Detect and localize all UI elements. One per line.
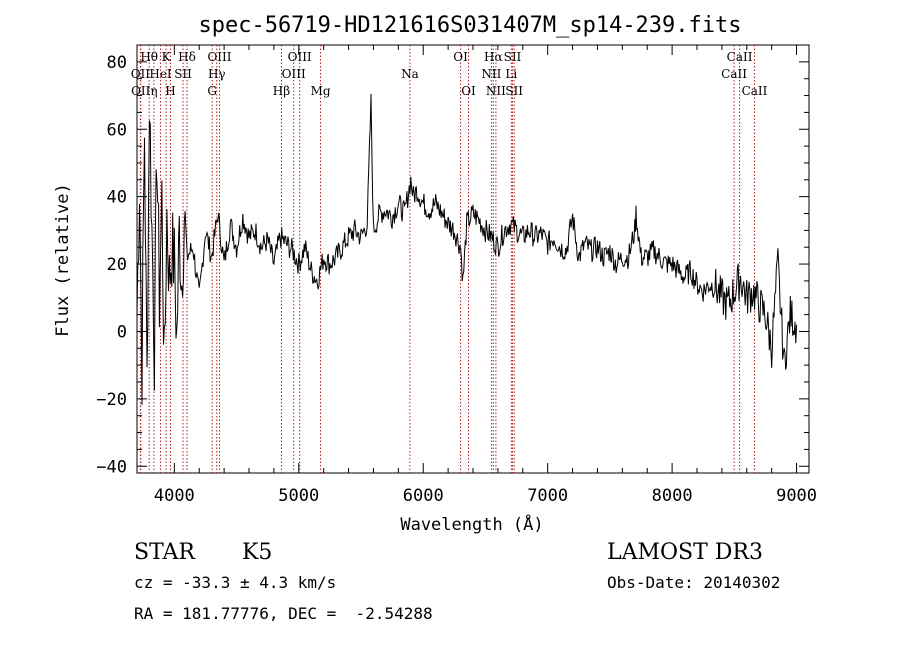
x-axis-label: Wavelength (Å) bbox=[400, 513, 543, 535]
y-tick-label: 40 bbox=[107, 188, 127, 208]
line-label-15: Mg bbox=[311, 84, 331, 98]
x-tick-label: 6000 bbox=[403, 486, 444, 506]
y-axis-label: Flux (relative) bbox=[53, 183, 73, 337]
line-label-10: Hγ bbox=[208, 67, 226, 81]
line-label-23: Li bbox=[505, 67, 517, 81]
line-label-11: G bbox=[207, 84, 217, 98]
x-tick-label: 7000 bbox=[527, 486, 568, 506]
x-tick-label: 4000 bbox=[154, 486, 195, 506]
line-label-22: SII bbox=[504, 50, 522, 64]
line-label-1: OII bbox=[131, 67, 151, 81]
y-tick-label: 80 bbox=[107, 53, 127, 73]
y-tick-label: −40 bbox=[96, 457, 127, 477]
line-label-16: Na bbox=[401, 67, 419, 81]
line-label-7: SII bbox=[174, 67, 192, 81]
redshift-value: cz = -33.3 ± 4.3 km/s bbox=[134, 573, 337, 592]
line-label-20: NII bbox=[481, 67, 501, 81]
line-label-5: η bbox=[150, 84, 157, 98]
line-label-18: OI bbox=[461, 84, 476, 98]
line-label-3: HeI bbox=[149, 67, 172, 81]
x-tick-label: 5000 bbox=[278, 486, 319, 506]
line-label-4: K bbox=[162, 50, 172, 64]
observation-date: Obs-Date: 20140302 bbox=[607, 573, 781, 592]
line-label-24: SII bbox=[505, 84, 523, 98]
coordinates: RA = 181.77776, DEC = -2.54288 bbox=[134, 604, 433, 623]
chart-title: spec-56719-HD121616S031407M_sp14-239.fit… bbox=[198, 13, 741, 38]
x-axis: 4000 5000 6000 7000 8000 9000 bbox=[154, 45, 817, 506]
x-tick-label: 9000 bbox=[776, 486, 817, 506]
line-label-19: Hα bbox=[484, 50, 503, 64]
line-label-2: OII bbox=[131, 84, 151, 98]
line-label-13: OIII bbox=[288, 50, 312, 64]
object-class: STAR bbox=[134, 540, 195, 565]
line-label-9: OIII bbox=[207, 50, 231, 64]
line-label-0: Hθ bbox=[140, 50, 158, 64]
y-tick-label: 20 bbox=[107, 255, 127, 275]
plot-frame bbox=[136, 44, 810, 474]
x-tick-label: 8000 bbox=[652, 486, 693, 506]
object-subclass: K5 bbox=[242, 540, 273, 565]
spectral-line-markers bbox=[139, 45, 755, 473]
line-label-25: CaII bbox=[727, 50, 753, 64]
line-label-12: Hβ bbox=[273, 84, 290, 98]
line-label-27: CaII bbox=[742, 84, 768, 98]
line-label-21: NII bbox=[486, 84, 506, 98]
y-tick-label: 60 bbox=[107, 120, 127, 140]
y-tick-label: 0 bbox=[117, 322, 127, 342]
survey-name: LAMOST DR3 bbox=[607, 540, 763, 565]
line-label-6: H bbox=[165, 84, 175, 98]
line-label-17: OI bbox=[453, 50, 468, 64]
line-label-8: Hδ bbox=[178, 50, 196, 64]
line-label-26: CaII bbox=[721, 67, 747, 81]
y-tick-label: −20 bbox=[96, 390, 127, 410]
line-label-14: OIII bbox=[282, 67, 306, 81]
spectrum-series-line bbox=[136, 93, 798, 405]
